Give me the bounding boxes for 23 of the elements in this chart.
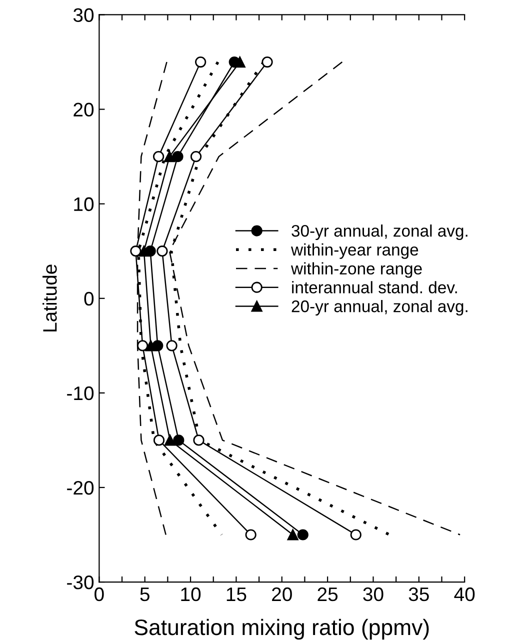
legend-label: within-year range [290,243,418,259]
x-tick-label: 35 [408,587,429,602]
y-tick-label: -30 [67,575,94,590]
x-tick-label: 25 [318,587,338,602]
y-tick-label: -10 [67,386,94,400]
x-tick-label: 40 [454,587,475,602]
x-tick-label: 30 [363,587,384,602]
x-tick-label: 10 [181,587,201,602]
x-tick-label: 20 [272,587,292,602]
legend-label: within-zone range [290,262,422,278]
x-tick-label: 15 [226,588,246,602]
y-tick-label: 30 [73,8,94,22]
y-tick-label: 10 [74,197,94,212]
y-tick-label: 0 [84,292,94,306]
y-tick-label: -20 [67,480,94,495]
legend-label: interannual stand. dev. [292,281,457,294]
legend-label: 20-yr annual, zonal avg. [292,300,468,316]
y-axis-title: Latitude [42,264,57,332]
x-axis-title: Saturation mixing ratio (ppmv) [134,618,429,640]
x-tick-label: 5 [140,588,150,602]
legend-label: 30-yr annual, zonal avg. [292,224,468,240]
x-tick-label: 0 [94,587,104,602]
y-tick-label: 20 [74,102,94,117]
